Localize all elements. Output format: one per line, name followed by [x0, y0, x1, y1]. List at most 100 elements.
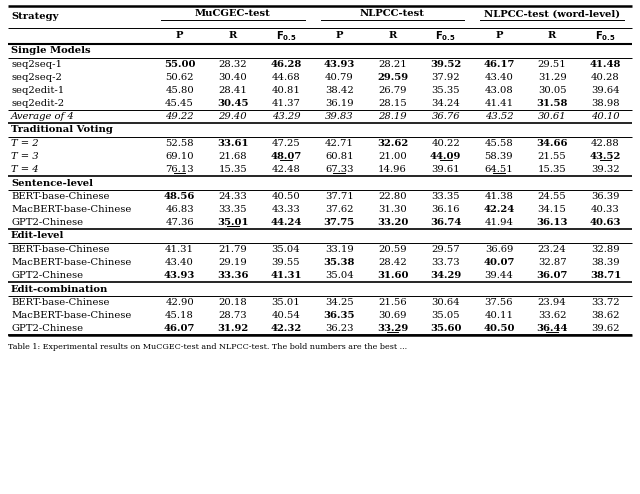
Text: 29.59: 29.59 — [377, 73, 408, 82]
Text: 50.62: 50.62 — [165, 73, 194, 82]
Text: 40.79: 40.79 — [325, 73, 354, 82]
Text: Table 1: Experimental results on MuCGEC-test and NLPCC-test. The bold numbers ar: Table 1: Experimental results on MuCGEC-… — [8, 343, 407, 351]
Text: 33.73: 33.73 — [431, 258, 460, 267]
Text: 39.32: 39.32 — [591, 165, 620, 174]
Text: 41.37: 41.37 — [271, 99, 301, 108]
Text: NLPCC-test (word-level): NLPCC-test (word-level) — [484, 9, 620, 18]
Text: 36.07: 36.07 — [536, 271, 568, 280]
Text: 24.33: 24.33 — [218, 192, 247, 201]
Text: 28.32: 28.32 — [218, 60, 247, 69]
Text: 42.88: 42.88 — [591, 139, 620, 148]
Text: 40.50: 40.50 — [272, 192, 300, 201]
Text: 41.48: 41.48 — [589, 60, 621, 69]
Text: 45.80: 45.80 — [165, 86, 194, 95]
Text: 35.01: 35.01 — [272, 298, 300, 307]
Text: 45.58: 45.58 — [484, 139, 513, 148]
Text: 69.10: 69.10 — [165, 152, 194, 161]
Text: 28.21: 28.21 — [378, 60, 407, 69]
Text: 41.31: 41.31 — [270, 271, 302, 280]
Text: T = 4: T = 4 — [11, 165, 38, 174]
Text: 31.30: 31.30 — [378, 205, 407, 214]
Text: 46.17: 46.17 — [483, 60, 515, 69]
Text: GPT2-Chinese: GPT2-Chinese — [11, 218, 83, 227]
Text: 41.38: 41.38 — [484, 192, 513, 201]
Text: 33.29: 33.29 — [377, 324, 408, 333]
Text: $\mathbf{F_{0.5}}$: $\mathbf{F_{0.5}}$ — [435, 29, 456, 43]
Text: 40.81: 40.81 — [271, 86, 301, 95]
Text: 44.09: 44.09 — [430, 152, 461, 161]
Text: 40.63: 40.63 — [589, 218, 621, 227]
Text: 35.01: 35.01 — [217, 218, 248, 227]
Text: MacBERT-base-Chinese: MacBERT-base-Chinese — [11, 205, 131, 214]
Text: P: P — [176, 32, 184, 41]
Text: 41.31: 41.31 — [165, 245, 194, 254]
Text: seq2edit-1: seq2edit-1 — [11, 86, 64, 95]
Text: 40.11: 40.11 — [484, 311, 513, 320]
Text: 37.56: 37.56 — [484, 298, 513, 307]
Text: 40.07: 40.07 — [483, 258, 515, 267]
Text: 35.04: 35.04 — [325, 271, 354, 280]
Text: 31.29: 31.29 — [538, 73, 566, 82]
Text: 41.41: 41.41 — [484, 99, 513, 108]
Text: 24.55: 24.55 — [538, 192, 566, 201]
Text: 36.16: 36.16 — [431, 205, 460, 214]
Text: 23.94: 23.94 — [538, 298, 566, 307]
Text: 38.71: 38.71 — [590, 271, 621, 280]
Text: 43.40: 43.40 — [165, 258, 194, 267]
Text: 28.19: 28.19 — [378, 112, 407, 121]
Text: 36.35: 36.35 — [324, 311, 355, 320]
Text: 55.00: 55.00 — [164, 60, 195, 69]
Text: 40.28: 40.28 — [591, 73, 620, 82]
Text: P: P — [495, 32, 502, 41]
Text: 35.60: 35.60 — [430, 324, 461, 333]
Text: 52.58: 52.58 — [165, 139, 194, 148]
Text: 30.45: 30.45 — [217, 99, 248, 108]
Text: R: R — [548, 32, 556, 41]
Text: 40.54: 40.54 — [271, 311, 301, 320]
Text: 29.40: 29.40 — [218, 112, 247, 121]
Text: 34.24: 34.24 — [431, 99, 460, 108]
Text: 46.07: 46.07 — [164, 324, 195, 333]
Text: MacBERT-base-Chinese: MacBERT-base-Chinese — [11, 311, 131, 320]
Text: seq2edit-2: seq2edit-2 — [11, 99, 64, 108]
Text: 43.33: 43.33 — [272, 205, 300, 214]
Text: 40.50: 40.50 — [483, 324, 515, 333]
Text: 39.62: 39.62 — [591, 324, 620, 333]
Text: 35.05: 35.05 — [431, 311, 460, 320]
Text: R: R — [228, 32, 237, 41]
Text: 42.24: 42.24 — [483, 205, 515, 214]
Text: 43.93: 43.93 — [164, 271, 195, 280]
Text: 38.98: 38.98 — [591, 99, 620, 108]
Text: 42.48: 42.48 — [271, 165, 301, 174]
Text: BERT-base-Chinese: BERT-base-Chinese — [11, 298, 109, 307]
Text: 20.18: 20.18 — [218, 298, 247, 307]
Text: 47.25: 47.25 — [272, 139, 300, 148]
Text: 43.52: 43.52 — [484, 112, 513, 121]
Text: 28.15: 28.15 — [378, 99, 407, 108]
Text: 34.66: 34.66 — [536, 139, 568, 148]
Text: 32.87: 32.87 — [538, 258, 566, 267]
Text: 31.60: 31.60 — [377, 271, 408, 280]
Text: 20.59: 20.59 — [378, 245, 407, 254]
Text: 36.76: 36.76 — [431, 112, 460, 121]
Text: 44.68: 44.68 — [272, 73, 300, 82]
Text: 36.39: 36.39 — [591, 192, 620, 201]
Text: MuCGEC-test: MuCGEC-test — [195, 9, 271, 18]
Text: 33.35: 33.35 — [218, 205, 247, 214]
Text: 23.24: 23.24 — [538, 245, 566, 254]
Text: 36.13: 36.13 — [536, 218, 568, 227]
Text: $\mathbf{F_{0.5}}$: $\mathbf{F_{0.5}}$ — [595, 29, 616, 43]
Text: 31.58: 31.58 — [536, 99, 568, 108]
Text: 38.42: 38.42 — [325, 86, 354, 95]
Text: 33.61: 33.61 — [217, 139, 248, 148]
Text: 21.79: 21.79 — [218, 245, 247, 254]
Text: 46.83: 46.83 — [165, 205, 194, 214]
Text: 32.62: 32.62 — [377, 139, 408, 148]
Text: 39.52: 39.52 — [430, 60, 461, 69]
Text: 29.51: 29.51 — [538, 60, 566, 69]
Text: 36.74: 36.74 — [430, 218, 461, 227]
Text: 36.44: 36.44 — [536, 324, 568, 333]
Text: 39.55: 39.55 — [272, 258, 300, 267]
Text: MacBERT-base-Chinese: MacBERT-base-Chinese — [11, 258, 131, 267]
Text: 38.62: 38.62 — [591, 311, 620, 320]
